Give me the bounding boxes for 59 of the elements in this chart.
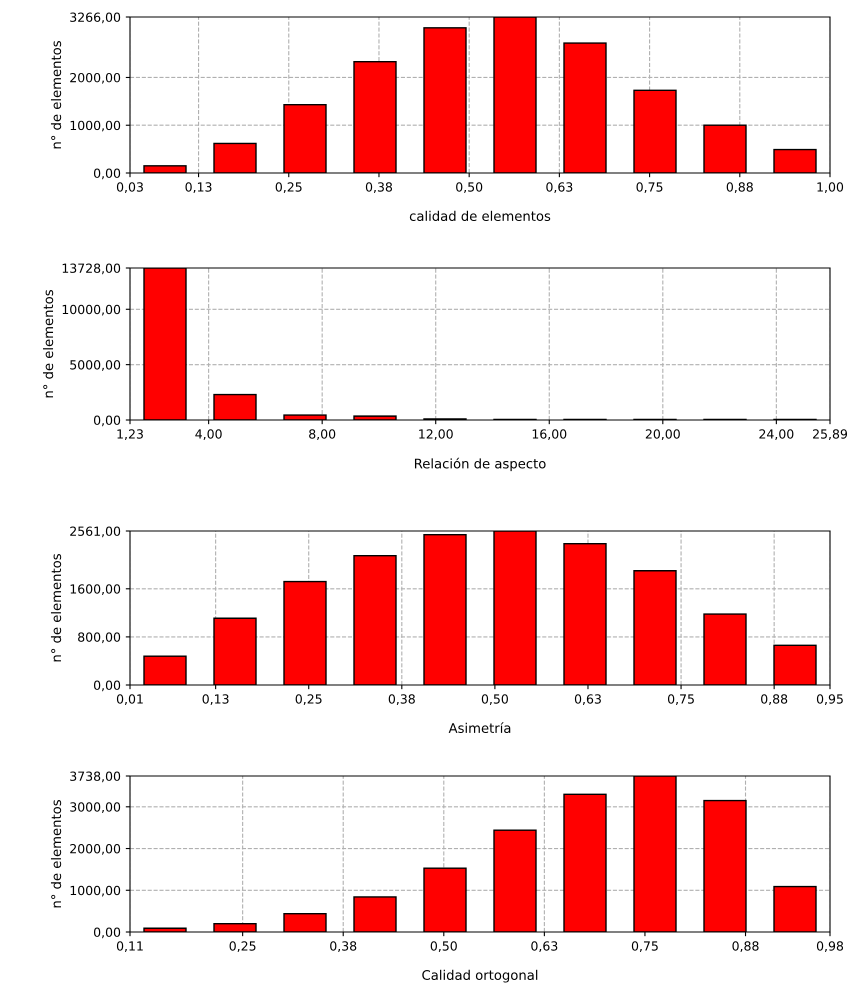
x-tick-label: 0,38 xyxy=(330,941,356,952)
x-tick-label: 0,38 xyxy=(388,694,415,705)
x-tick-label: 24,00 xyxy=(759,429,794,440)
x-tick-label: 12,00 xyxy=(419,429,453,440)
x-tick-label: 0,63 xyxy=(546,182,572,193)
y-tick-label: 2000,00 xyxy=(70,844,120,855)
x-tick-label: 0,88 xyxy=(761,694,788,705)
x-tick-label: 1,00 xyxy=(817,182,844,193)
y-tick-label: 0,00 xyxy=(94,415,120,426)
x-tick-label: 0,95 xyxy=(816,694,843,705)
y-tick-label: 1000,00 xyxy=(70,886,120,896)
x-tick-label: 0,50 xyxy=(430,941,457,952)
y-axis-title: n° de elementos xyxy=(50,41,62,148)
x-tick-label: 0,75 xyxy=(668,694,694,705)
x-tick-label: 0,38 xyxy=(366,182,392,193)
x-tick-label: 0,03 xyxy=(116,182,143,193)
y-tick-label: 2561,00 xyxy=(70,526,120,538)
x-tick-label: 0,01 xyxy=(116,694,143,705)
y-tick-label: 3266,00 xyxy=(70,12,120,24)
y-tick-label: 13728,00 xyxy=(62,263,120,274)
x-axis-title: Asimetría xyxy=(448,722,510,734)
x-tick-label: 0,50 xyxy=(456,182,482,193)
x-tick-label: 0,75 xyxy=(636,182,662,193)
x-tick-label: 0,88 xyxy=(726,182,753,193)
y-tick-label: 3000,00 xyxy=(70,802,120,813)
y-tick-label: 0,00 xyxy=(94,927,120,938)
x-tick-label: 25,89 xyxy=(813,429,848,440)
x-tick-label: 0,63 xyxy=(531,941,558,952)
y-tick-label: 10000,00 xyxy=(62,304,120,316)
x-tick-label: 0,25 xyxy=(296,694,322,705)
x-tick-label: 0,98 xyxy=(816,941,844,952)
x-axis-title: Relación de aspecto xyxy=(414,458,546,472)
x-axis-title: Calidad ortogonal xyxy=(422,970,538,983)
y-axis-title: n° de elementos xyxy=(43,290,54,398)
x-tick-label: 0,25 xyxy=(230,941,256,952)
x-tick-label: 16,00 xyxy=(532,429,566,440)
x-tick-label: 0,11 xyxy=(116,941,143,952)
x-tick-label: 0,13 xyxy=(202,694,229,705)
x-tick-label: 0,50 xyxy=(482,694,508,705)
y-axis-title: n° de elementos xyxy=(50,554,62,662)
x-tick-label: 0,13 xyxy=(185,182,212,193)
x-tick-label: 0,88 xyxy=(732,941,759,952)
y-tick-label: 1600,00 xyxy=(70,584,120,595)
y-tick-label: 0,00 xyxy=(94,168,120,180)
x-tick-label: 8,00 xyxy=(309,429,336,440)
y-axis-title: n° de elementos xyxy=(50,800,62,908)
y-tick-label: 3738,00 xyxy=(70,771,120,782)
y-tick-label: 5000,00 xyxy=(70,360,120,371)
y-tick-label: 2000,00 xyxy=(70,72,120,84)
y-tick-label: 800,00 xyxy=(78,632,120,644)
x-tick-label: 0,63 xyxy=(574,694,601,705)
x-tick-label: 4,00 xyxy=(195,429,222,440)
x-tick-label: 0,75 xyxy=(632,941,658,952)
y-tick-label: 1000,00 xyxy=(70,120,120,132)
x-tick-label: 20,00 xyxy=(646,429,680,440)
x-tick-label: 0,25 xyxy=(276,182,302,193)
x-axis-title: calidad de elementos xyxy=(410,210,550,222)
y-tick-label: 0,00 xyxy=(94,680,120,692)
x-tick-label: 1,23 xyxy=(117,429,143,440)
